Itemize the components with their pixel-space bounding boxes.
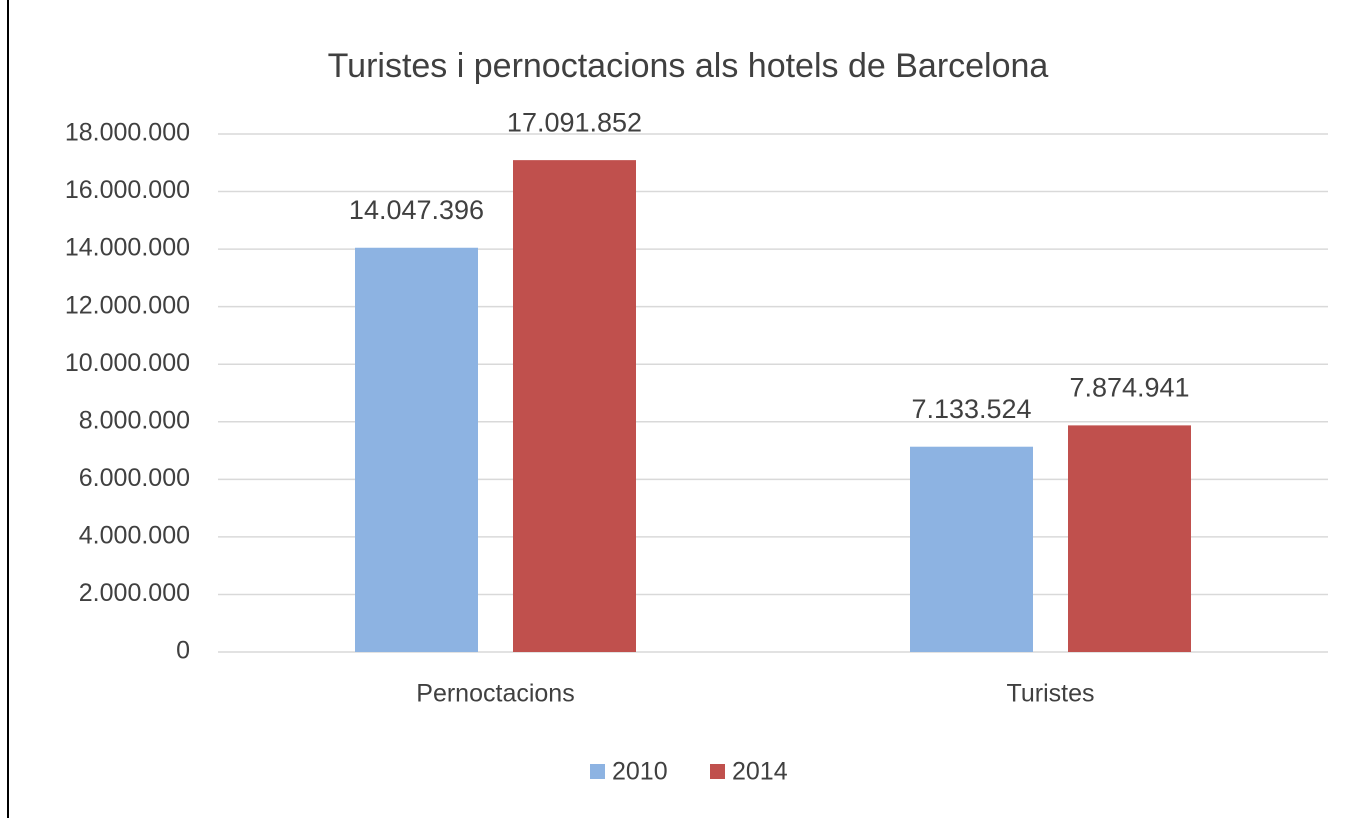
value-label: 7.874.941: [1069, 373, 1189, 403]
y-tick-label: 6.000.000: [79, 464, 190, 492]
legend-label: 2014: [732, 758, 788, 786]
x-tick-label: Pernoctacions: [416, 680, 574, 708]
y-tick-label: 18.000.000: [65, 119, 190, 147]
bar: [1068, 425, 1191, 652]
value-label: 14.047.396: [349, 195, 484, 225]
y-tick-label: 16.000.000: [65, 176, 190, 204]
y-tick-label: 12.000.000: [65, 291, 190, 319]
bar: [513, 160, 636, 653]
bar: [910, 446, 1033, 652]
y-tick-label: 14.000.000: [65, 234, 190, 262]
x-tick-label: Turistes: [1007, 680, 1095, 708]
y-tick-label: 10.000.000: [65, 349, 190, 377]
bar: [355, 247, 478, 652]
legend-swatch: [590, 764, 605, 779]
legend-swatch: [710, 764, 725, 779]
value-label: 17.091.852: [507, 107, 642, 137]
chart-title: Turistes i pernoctacions als hotels de B…: [328, 47, 1049, 85]
y-tick-label: 0: [176, 637, 190, 665]
y-tick-label: 8.000.000: [79, 406, 190, 434]
y-tick-label: 4.000.000: [79, 521, 190, 549]
value-label: 7.133.524: [911, 394, 1031, 424]
y-tick-label: 2.000.000: [79, 579, 190, 607]
legend-label: 2010: [612, 758, 668, 786]
